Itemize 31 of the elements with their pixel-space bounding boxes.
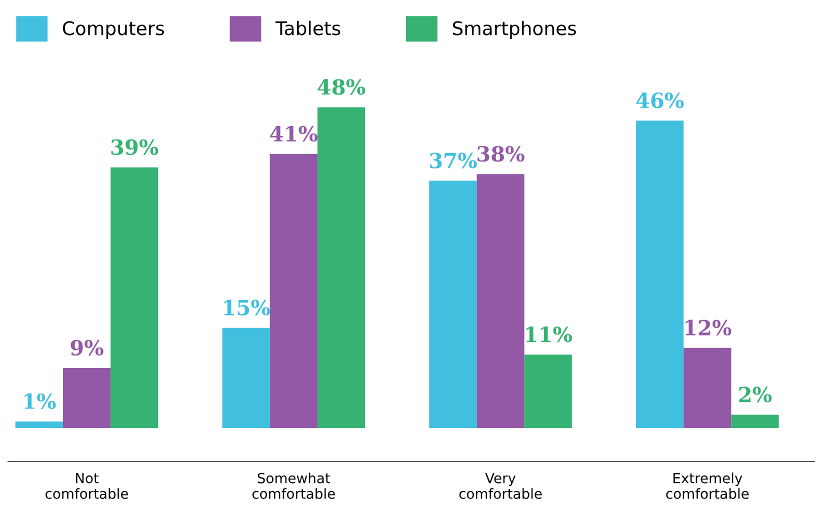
x-tick-label: Not comfortable bbox=[46, 473, 128, 499]
bar bbox=[524, 354, 572, 428]
bar bbox=[429, 180, 477, 428]
data-label: 46% bbox=[636, 92, 684, 108]
bar bbox=[476, 174, 524, 428]
data-label: 1% bbox=[24, 393, 56, 410]
bar bbox=[15, 421, 63, 428]
data-label: 9% bbox=[70, 340, 104, 356]
data-label: 12% bbox=[686, 320, 732, 336]
data-label: 15% bbox=[224, 300, 270, 316]
legend-label: Smartphones bbox=[452, 20, 576, 39]
x-tick-label: Extremely comfortable bbox=[666, 472, 749, 499]
x-tick-label: Very comfortable bbox=[459, 473, 542, 499]
data-label: 39% bbox=[111, 139, 158, 156]
bar bbox=[684, 348, 732, 428]
data-label: 2% bbox=[739, 386, 772, 402]
bar bbox=[317, 107, 366, 428]
bar bbox=[62, 368, 111, 428]
bar bbox=[222, 328, 270, 428]
x-tick-label: Somewhat comfortable bbox=[252, 472, 335, 499]
bar bbox=[636, 120, 684, 428]
bar bbox=[731, 414, 779, 428]
data-label: 41% bbox=[270, 126, 318, 142]
legend-label: Tablets bbox=[275, 20, 340, 36]
data-label: 37% bbox=[430, 152, 477, 168]
data-label: 38% bbox=[478, 146, 524, 162]
data-label: 48% bbox=[318, 79, 366, 95]
legend-label: Computers bbox=[62, 21, 164, 39]
bar bbox=[270, 154, 318, 428]
bar bbox=[110, 167, 158, 428]
data-label: 11% bbox=[526, 326, 572, 342]
